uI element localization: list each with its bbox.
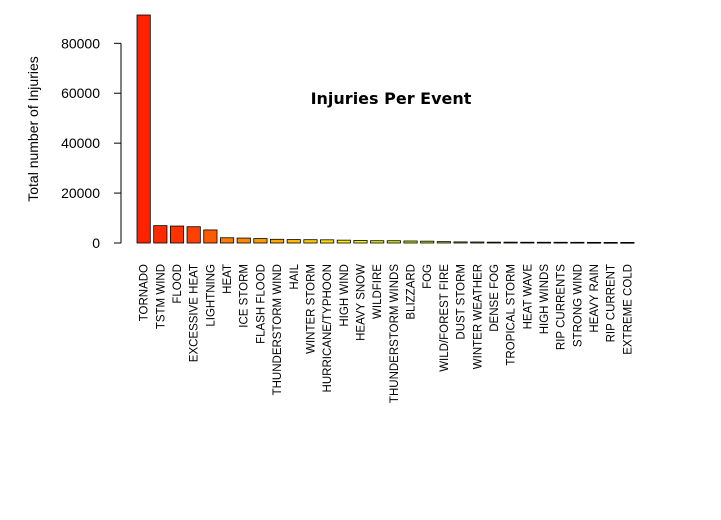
x-tick-label: RIP CURRENTS (556, 264, 568, 350)
bar-extreme-cold (620, 242, 635, 244)
bar-fog (420, 240, 435, 244)
bar-hurricane-typhoon (320, 239, 335, 244)
x-tick-label: EXCESSIVE HEAT (189, 264, 201, 362)
y-tick-label: 60000 (61, 85, 100, 101)
y-tick-label: 0 (92, 235, 100, 251)
bar-heavy-snow (353, 240, 368, 244)
bar-winter-storm (303, 239, 318, 244)
bar-excessive-heat (186, 226, 201, 244)
x-tick-label: WINTER WEATHER (472, 264, 484, 369)
x-tick-label: HIGH WIND (339, 264, 351, 327)
x-tick-label: HEAVY SNOW (355, 264, 367, 341)
chart-title: Injuries Per Event (311, 89, 472, 108)
x-tick-label: HIGH WINDS (539, 264, 551, 335)
x-tick-label: TROPICAL STORM (506, 264, 518, 366)
x-tick-label: FLOOD (172, 264, 184, 304)
bar-lightning (203, 229, 218, 244)
bar-heat (219, 237, 235, 244)
bar-wildfire (370, 240, 385, 244)
bar-rip-current (603, 242, 618, 244)
bar-winter-weather (470, 241, 485, 244)
x-tick-label: DENSE FOG (489, 264, 501, 332)
x-tick-label: THUNDERSTORM WIND (272, 264, 284, 395)
x-tick-label: ICE STORM (239, 264, 251, 328)
bar-strong-wind (570, 241, 585, 244)
bar-ice-storm (236, 237, 251, 244)
bar-flood (169, 225, 185, 244)
y-axis-label: Total number of Injuries (25, 56, 41, 202)
x-tick-label: HEAVY RAIN (589, 264, 601, 333)
bar-tornado (136, 14, 151, 244)
y-tick-label: 80000 (61, 35, 100, 51)
y-tick-label: 40000 (61, 135, 100, 151)
bar-tstm-wind (153, 225, 168, 244)
x-tick-label: STRONG WIND (572, 264, 584, 347)
bar-dust-storm (453, 241, 468, 244)
x-tick-label: BLIZZARD (406, 264, 418, 320)
bar-heat-wave (520, 241, 535, 244)
bar-thunderstorm-winds (386, 240, 401, 244)
x-tick-label: HURRICANE/TYPHOON (322, 264, 334, 392)
x-tick-label: WILDFIRE (372, 264, 384, 319)
x-tick-label: EXTREME COLD (622, 264, 634, 355)
x-tick-label: RIP CURRENT (606, 264, 618, 342)
bars-group (136, 14, 635, 244)
x-tick-label: WINTER STORM (305, 264, 317, 354)
bar-high-wind (336, 239, 351, 244)
x-tick-label: TSTM WIND (155, 264, 167, 329)
bar-dense-fog (486, 241, 501, 244)
x-tick-label: DUST STORM (456, 264, 468, 340)
bar-flash-flood (253, 238, 268, 244)
y-axis: 0 20000 40000 60000 80000 (61, 35, 122, 251)
bar-tropical-storm (503, 241, 518, 244)
bar-high-winds (536, 241, 552, 244)
bar-thunderstorm-wind (270, 238, 285, 244)
x-tick-label: HEAT WAVE (522, 264, 534, 330)
x-tick-label: FLASH FLOOD (255, 264, 267, 344)
bar-wild-forest-fire (436, 241, 451, 244)
x-axis-labels: TORNADO TSTM WIND FLOOD EXCESSIVE HEAT LIGHT… (139, 263, 635, 403)
bar-hail (286, 239, 301, 244)
y-tick-label: 20000 (61, 185, 100, 201)
x-tick-label: THUNDERSTORM WINDS (389, 264, 401, 403)
bar-heavy-rain (586, 241, 602, 244)
x-tick-label: WILD/FOREST FIRE (439, 264, 451, 372)
x-tick-label: HAIL (289, 263, 301, 289)
x-tick-label: LIGHTNING (205, 264, 217, 327)
x-tick-label: HEAT (222, 264, 234, 294)
bar-rip-currents (553, 241, 568, 244)
x-tick-label: TORNADO (139, 264, 151, 321)
bar-blizzard (403, 240, 418, 244)
x-tick-label: FOG (422, 264, 434, 289)
